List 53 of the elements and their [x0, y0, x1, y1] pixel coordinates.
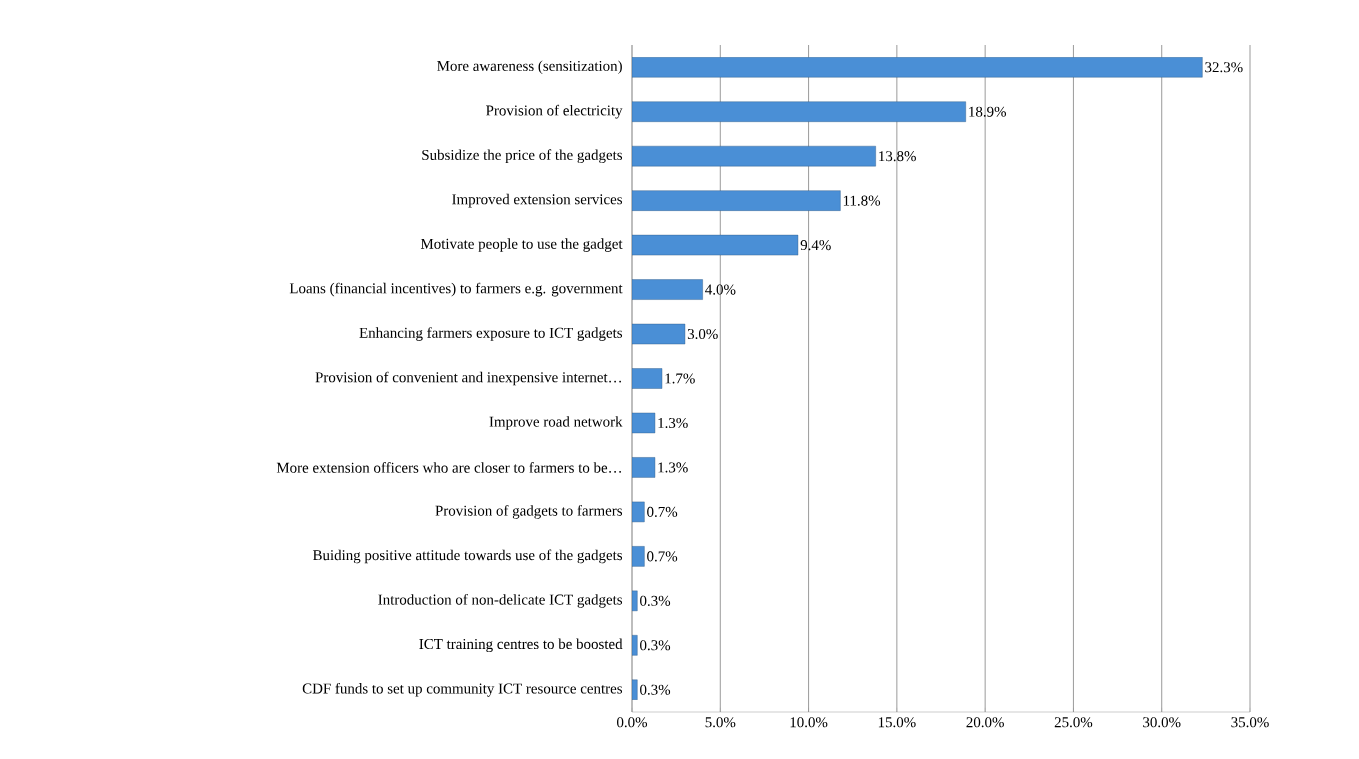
bar [632, 501, 645, 523]
data-label: 4.0% [705, 284, 736, 295]
y-tick-label: More extension officers who are closer to farmers to be… [276, 462, 621, 473]
bar [632, 323, 686, 345]
y-tick-label: Enhancing farmers exposure to ICT gadgets [359, 327, 623, 341]
bar [632, 101, 966, 122]
data-label: 1.7% [665, 373, 695, 384]
data-label: 0.3% [640, 640, 671, 651]
y-tick-label: Loans (financial incentives) to farmers e.g. government [289, 282, 623, 297]
data-label: 9.4% [800, 240, 831, 251]
x-tick-label: 10.0% [790, 717, 828, 728]
y-tick-label: Provision of gadgets to farmers [435, 505, 623, 519]
bar [632, 368, 663, 389]
y-tick-label: Subsidize the price of the gadgets [422, 149, 623, 164]
x-tick-label: 15.0% [878, 717, 916, 728]
y-tick-label: More awareness (sensitization) [437, 60, 622, 75]
y-tick-label: Improved extension services [452, 193, 623, 208]
bar [632, 57, 1203, 78]
bar [632, 635, 638, 656]
y-tick-label: Motivate people to use the gadget [420, 238, 623, 252]
data-label: 0.3% [640, 595, 671, 606]
x-tick-label: 5.0% [705, 717, 736, 728]
bar [632, 412, 656, 434]
y-tick-label: Improve road network [489, 416, 623, 430]
y-tick-label: Provision of convenient and inexpensive internet… [315, 371, 621, 386]
y-tick-label: Introduction of non-delicate ICT gadgets [378, 593, 623, 608]
bar [632, 279, 703, 300]
data-label: 11.8% [843, 195, 881, 206]
bar [632, 190, 841, 211]
bar [632, 590, 638, 612]
data-label: 18.9% [969, 106, 1007, 117]
data-label: 0.7% [647, 506, 678, 517]
x-tick-label: 25.0% [1054, 717, 1093, 728]
data-label: 3.0% [687, 328, 718, 340]
x-tick-label: 0.0% [617, 717, 648, 728]
bar [632, 679, 638, 700]
data-label: 1.3% [658, 417, 688, 429]
data-label: 13.8% [879, 151, 916, 162]
bar [632, 457, 656, 478]
y-tick-label: Buiding positive attitude towards use of the gadgets [312, 549, 623, 564]
data-label: 0.7% [647, 551, 678, 562]
data-label: 0.3% [640, 684, 671, 695]
y-tick-label: ICT training centres to be boosted [419, 638, 623, 653]
bar [632, 234, 799, 256]
data-label: 32.3% [1205, 62, 1243, 73]
y-tick-label: Provision of electricity [486, 104, 623, 119]
bar [632, 145, 876, 167]
bar [632, 546, 645, 567]
x-tick-label: 30.0% [1143, 717, 1181, 728]
x-tick-label: 35.0% [1231, 717, 1269, 728]
data-label: 1.3% [658, 462, 688, 473]
x-tick-label: 20.0% [966, 717, 1004, 728]
y-tick-label: CDF funds to set up community ICT resource centres [302, 682, 623, 697]
